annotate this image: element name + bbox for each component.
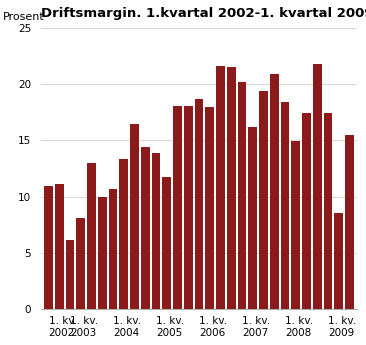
Bar (44, 186, 53, 309)
Bar (324, 114, 332, 309)
Bar (270, 74, 279, 309)
Bar (130, 124, 139, 309)
Bar (248, 127, 257, 309)
Bar (76, 218, 85, 309)
Bar (334, 213, 343, 309)
Text: Prosent: Prosent (3, 12, 45, 22)
Bar (205, 107, 214, 309)
Bar (119, 159, 128, 309)
Text: Driftsmargin. 1.kvartal 2002-1. kvartal 2009: Driftsmargin. 1.kvartal 2002-1. kvartal … (41, 7, 366, 20)
Bar (281, 102, 290, 309)
Bar (259, 91, 268, 309)
Bar (55, 184, 64, 309)
Bar (98, 197, 107, 309)
Bar (291, 141, 300, 309)
Bar (109, 189, 117, 309)
Bar (141, 147, 150, 309)
Bar (313, 64, 322, 309)
Bar (345, 135, 354, 309)
Bar (163, 177, 171, 309)
Bar (87, 163, 96, 309)
Bar (173, 106, 182, 309)
Bar (195, 99, 203, 309)
Bar (238, 82, 246, 309)
Bar (216, 66, 225, 309)
Bar (152, 153, 160, 309)
Bar (302, 114, 311, 309)
Bar (184, 106, 193, 309)
Bar (227, 67, 236, 309)
Bar (66, 240, 74, 309)
